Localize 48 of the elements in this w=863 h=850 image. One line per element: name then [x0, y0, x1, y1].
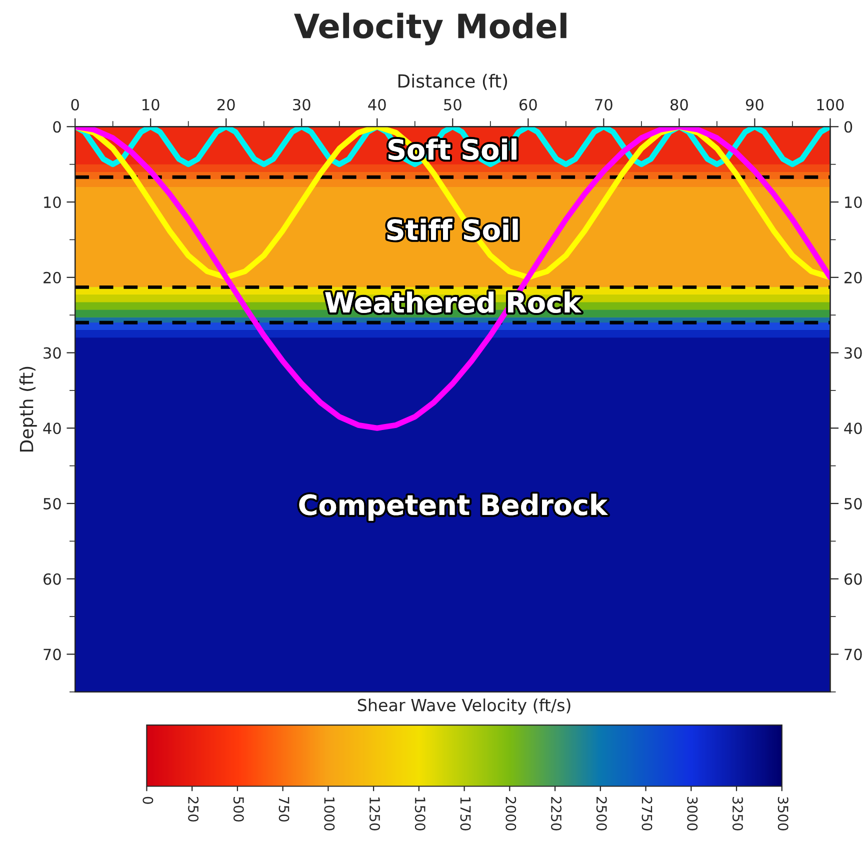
color-bar-label: 1250 [370, 798, 380, 830]
y2-tick-label: 40 [844, 422, 862, 434]
y-tick-label: 10 [44, 196, 61, 208]
color-bar-label: 2250 [551, 796, 562, 830]
color-bar-label: 2750 [642, 796, 652, 830]
y-tick-label: 30 [44, 347, 61, 359]
color-bar-label: 750 [278, 797, 290, 822]
y-tick-label: 40 [43, 422, 61, 434]
y-tick-label: 0 [53, 121, 61, 133]
x-tick-label: 40 [368, 98, 386, 110]
x-tick-label: 20 [218, 98, 235, 110]
y2-tick-label: 30 [844, 347, 862, 359]
color-bar-label: 1500 [414, 798, 426, 830]
color-bar-title: Shear Wave Velocity (ft/s) [358, 698, 570, 715]
y-tick-label: 60 [44, 573, 61, 585]
color-bar-label: 3250 [732, 797, 743, 830]
y-tick-label: 70 [44, 648, 61, 660]
color-bar-label: 1000 [324, 798, 335, 830]
band-label: Competent Bedrock [299, 494, 608, 521]
y2-tick-label: 10 [845, 196, 862, 208]
x-tick-label: 30 [293, 98, 310, 110]
y2-tick-label: 20 [844, 272, 862, 284]
y2-tick-label: 50 [844, 498, 862, 510]
color-bar-label: 500 [233, 797, 244, 822]
x-tick-label: 90 [746, 98, 764, 110]
x-tick-label: 50 [444, 98, 462, 110]
color-bar-label: 3500 [778, 797, 788, 830]
color-bar-label: 1750 [460, 798, 471, 830]
x-axis-title: Distance (ft) [398, 74, 508, 90]
x-tick-label: 10 [142, 98, 160, 110]
band-label: Stiff Soil [387, 218, 518, 240]
x-tick-label: 60 [520, 98, 537, 110]
x-tick-label: 100 [817, 98, 844, 110]
y2-tick-label: 70 [844, 648, 862, 660]
color-bar-label: 250 [188, 796, 199, 822]
x-tick-label: 70 [595, 98, 612, 110]
color-bar-label: 2000 [506, 796, 516, 830]
x-tick-label: 0 [71, 98, 79, 110]
color-bar-label: 0 [142, 796, 154, 804]
y-tick-label: 50 [44, 498, 61, 510]
y2-tick-label: 0 [844, 121, 852, 133]
y-tick-label: 20 [44, 272, 61, 284]
y-axis-title: Depth (ft) [19, 366, 37, 452]
color-bar-label: 2500 [596, 796, 607, 830]
y2-tick-label: 60 [844, 573, 862, 585]
chart-title: Velocity Model [294, 12, 566, 46]
color-bar-label: 3000 [687, 797, 698, 830]
x-tick-label: 80 [670, 98, 688, 110]
